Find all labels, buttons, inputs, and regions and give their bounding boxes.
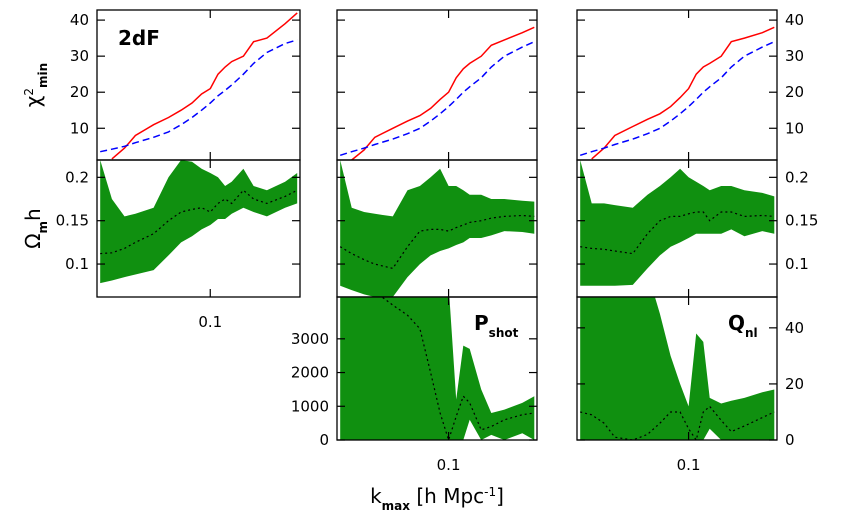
x-tick-label: 0.1 [437, 456, 461, 474]
y-tick-label: 40 [785, 319, 804, 337]
y-tick-label: 0.2 [65, 168, 89, 186]
frame [336, 9, 538, 161]
panel [580, 297, 775, 440]
label-part: Q [728, 311, 745, 335]
frame [576, 9, 778, 161]
panel [100, 160, 298, 284]
label-part: max [382, 499, 411, 513]
y-tick-label: 0 [785, 431, 795, 449]
label-part: P [474, 311, 489, 335]
y-tick-label: 0.1 [785, 255, 809, 273]
line [579, 41, 775, 157]
median-line [100, 189, 298, 255]
y-tick-label: 40 [70, 11, 89, 29]
y-tick-label: 40 [785, 11, 804, 29]
frame [576, 296, 778, 441]
label-part: 2 [22, 88, 36, 96]
y-tick-label: 2000 [291, 364, 329, 382]
label-part: [h Mpc [410, 484, 484, 508]
y-tick-label: 20 [785, 375, 804, 393]
label-part: 2dF [118, 26, 160, 50]
y-tick-label: 0.1 [65, 255, 89, 273]
axis-label: Ωmh [21, 208, 50, 249]
y-tick-label: 0 [319, 431, 329, 449]
band [340, 297, 535, 440]
median-line [580, 211, 775, 255]
panel [579, 26, 775, 160]
label-part: Ω [21, 233, 45, 248]
panel [580, 160, 775, 286]
panel [339, 160, 535, 297]
x-tick-label: 0.1 [677, 456, 701, 474]
median-line [380, 297, 535, 440]
panel-label: 2dF [118, 26, 160, 50]
label-part: nl [745, 326, 758, 340]
line [351, 26, 535, 160]
y-tick-label: 20 [785, 83, 804, 101]
line [339, 41, 535, 157]
y-tick-label: 0.15 [56, 212, 89, 230]
y-tick-label: 10 [785, 119, 804, 137]
band [340, 160, 535, 297]
label-part: h [21, 208, 45, 221]
band [100, 160, 298, 284]
y-tick-label: 0.15 [785, 212, 818, 230]
axis-label: χ2min [21, 63, 50, 107]
label-part: -1 [484, 485, 496, 499]
label-part: χ [21, 96, 45, 108]
panel [100, 12, 298, 160]
line [111, 12, 298, 160]
axis-label: kmax [h Mpc-1] [370, 484, 504, 513]
y-tick-label: 1000 [291, 397, 329, 415]
label-part: shot [489, 326, 519, 340]
median-line [580, 405, 775, 440]
label-part: min [36, 63, 50, 88]
y-tick-label: 30 [785, 47, 804, 65]
x-tick-label: 0.1 [198, 313, 222, 331]
label-part: k [370, 484, 382, 508]
line [100, 39, 298, 153]
panel [340, 297, 535, 440]
line [591, 26, 775, 160]
band [580, 297, 775, 440]
panel-label: Pshot [474, 311, 519, 340]
panel-label: Qnl [728, 311, 758, 340]
y-tick-label: 10 [70, 119, 89, 137]
band [580, 160, 775, 286]
frame [336, 296, 538, 441]
label-part: ] [496, 484, 504, 508]
y-tick-label: 20 [70, 83, 89, 101]
panel [339, 26, 535, 160]
frame [96, 159, 301, 298]
y-tick-label: 30 [70, 47, 89, 65]
median-line [339, 214, 535, 270]
y-tick-label: 0.2 [785, 168, 809, 186]
label-part: m [36, 221, 50, 234]
y-tick-label: 3000 [291, 330, 329, 348]
